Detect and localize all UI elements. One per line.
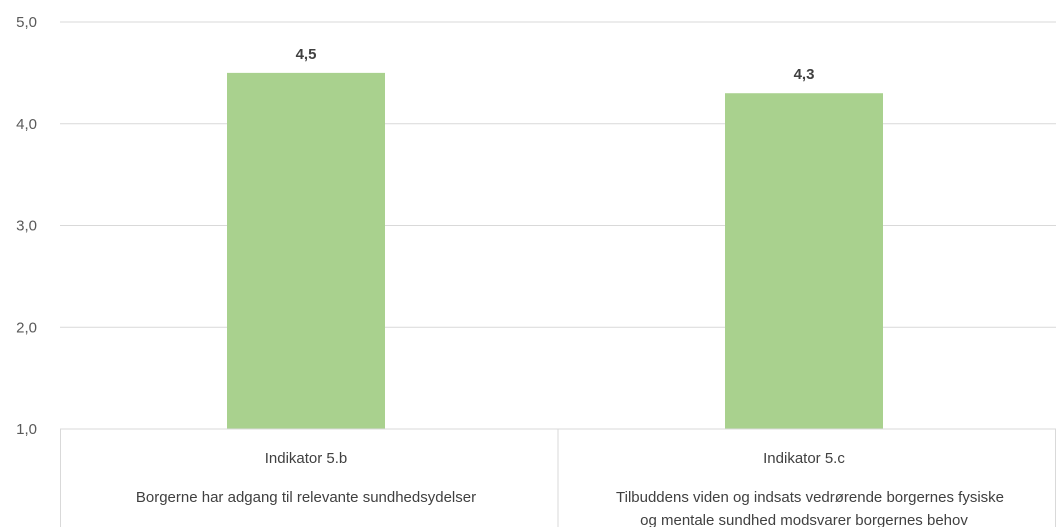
bar — [227, 72, 385, 429]
category-indicator-label: Indikator 5.c — [763, 450, 845, 467]
category-description-label: Borgerne har adgang til relevante sundhe… — [136, 489, 476, 506]
category-description-label: og mentale sundhed modsvarer borgernes b… — [640, 512, 968, 527]
data-label: 4,3 — [794, 66, 815, 83]
category-description-label: Tilbuddens viden og indsats vedrørende b… — [616, 489, 1004, 506]
data-label: 4,5 — [296, 46, 317, 63]
x-axis-table: Indikator 5.b Borgerne har adgang til rel… — [60, 428, 1056, 527]
gridlines — [60, 21, 1056, 328]
y-tick-label: 1,0 — [16, 421, 37, 438]
y-axis: 1,0 2,0 3,0 4,0 5,0 — [16, 14, 37, 438]
y-tick-label: 3,0 — [16, 218, 37, 235]
y-tick-label: 4,0 — [16, 116, 37, 133]
category-indicator-label: Indikator 5.b — [265, 450, 348, 467]
bars — [227, 72, 883, 429]
y-tick-label: 5,0 — [16, 14, 37, 31]
bar — [725, 93, 883, 429]
data-labels: 4,5 4,3 — [296, 46, 815, 83]
y-tick-label: 2,0 — [16, 319, 37, 336]
